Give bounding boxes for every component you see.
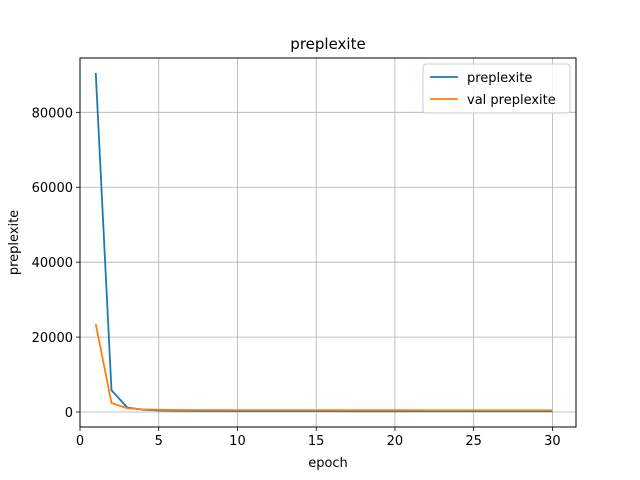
x-tick-label: 15: [308, 434, 325, 449]
x-tick-label: 5: [155, 434, 163, 449]
y-tick-label: 60000: [32, 181, 73, 196]
x-tick-label: 25: [465, 434, 482, 449]
y-axis-label: preplexite: [7, 210, 22, 275]
plot-frame: [79, 57, 577, 428]
x-axis-label: epoch: [308, 456, 348, 471]
y-axis: 0 20000 40000 60000 80000: [32, 106, 80, 421]
y-tick-label: 0: [65, 406, 73, 421]
grid: [79, 58, 576, 427]
legend-box: [422, 63, 571, 114]
series-line-2: [94, 323, 553, 412]
legend: preplexite val preplexite: [422, 63, 571, 114]
y-tick-label: 80000: [32, 106, 73, 121]
legend-label-1: preplexite: [467, 71, 532, 86]
chart-title: preplexite: [290, 35, 365, 53]
y-tick-label: 20000: [32, 331, 73, 346]
y-tick-label: 40000: [32, 256, 73, 271]
x-tick-label: 10: [229, 434, 246, 449]
x-tick-label: 0: [76, 434, 84, 449]
x-axis: 0 5 10 15 20 25 30: [76, 427, 561, 449]
x-tick-label: 30: [544, 434, 561, 449]
series-layer: [94, 72, 553, 413]
x-tick-label: 20: [387, 434, 404, 449]
legend-label-2: val preplexite: [467, 93, 556, 108]
